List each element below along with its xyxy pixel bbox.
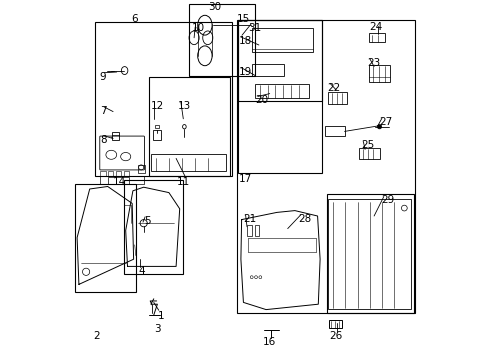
Bar [151,154,226,171]
Text: 11: 11 [176,177,189,187]
Text: 6: 6 [131,14,138,24]
Text: 10: 10 [192,23,205,33]
Text: 17: 17 [238,174,251,184]
Text: 27: 27 [379,117,392,127]
Text: 1: 1 [158,311,164,321]
Bar [251,64,284,76]
Text: 4: 4 [138,266,144,276]
Text: 14: 14 [112,177,125,187]
Text: 5: 5 [143,216,150,226]
Bar [238,20,321,173]
Text: 21: 21 [243,214,256,224]
Text: 25: 25 [361,140,374,150]
Bar [95,22,231,176]
Text: 28: 28 [298,214,311,224]
Text: 9: 9 [100,72,106,82]
Bar [358,148,379,159]
Text: 29: 29 [381,195,394,206]
Bar [247,225,251,236]
Bar [238,20,321,101]
Bar [328,320,342,328]
Bar [107,177,129,184]
Bar [107,171,113,176]
Text: 31: 31 [247,23,261,33]
Bar [368,65,389,82]
Text: 12: 12 [151,101,164,111]
Bar [123,180,183,274]
Bar [149,77,230,176]
Bar [115,171,121,176]
Bar [368,33,384,42]
Text: 7: 7 [100,106,106,116]
Text: 13: 13 [178,101,191,111]
Bar [112,132,119,140]
Text: 30: 30 [207,2,221,12]
Bar [326,194,413,313]
Text: 18: 18 [238,36,251,46]
Bar [327,92,346,104]
Text: 8: 8 [100,135,106,145]
Text: 20: 20 [255,95,268,105]
Text: 24: 24 [368,22,382,32]
Bar [237,20,415,313]
Text: 19: 19 [238,67,251,77]
Text: 16: 16 [263,337,276,347]
Bar [188,4,255,76]
Bar [123,171,129,176]
Bar [255,84,309,98]
Text: 23: 23 [366,58,379,68]
Bar [328,199,410,309]
Bar [75,184,136,292]
Bar [138,165,144,173]
Text: 2: 2 [93,331,100,341]
Text: 15: 15 [237,14,250,24]
Bar [324,126,344,136]
Bar [254,225,259,236]
Circle shape [377,125,381,129]
Bar [155,125,159,128]
Bar [251,28,312,52]
Bar [153,130,160,140]
Bar [100,171,105,176]
Text: 22: 22 [326,83,340,93]
Text: 26: 26 [329,331,342,341]
Text: 3: 3 [153,324,160,334]
